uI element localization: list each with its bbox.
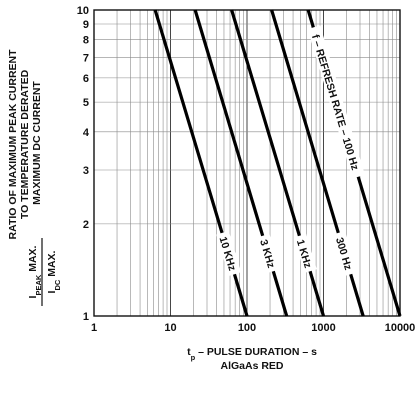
y-tick-label: 10 xyxy=(77,5,89,17)
y-axis-title: RATIO OF MAXIMUM PEAK CURRENT TO TEMPERA… xyxy=(7,47,43,240)
grid xyxy=(93,9,401,317)
curve-labels: 10 KHz 3 KHz 1 KHz 300 Hz xyxy=(216,230,358,276)
curve-label-background xyxy=(256,233,280,273)
y-tick-label: 3 xyxy=(83,165,89,177)
formula-numerator: IPEAK MAX. xyxy=(27,245,43,298)
y-tick-label: 2 xyxy=(83,219,89,231)
y-tick-label: 6 xyxy=(83,73,89,85)
curve-label: 3 KHz xyxy=(257,238,277,269)
curve-label-group: 10 KHz xyxy=(216,230,242,276)
x-tick-label: 10 xyxy=(164,322,176,334)
x-tick-label: 10000 xyxy=(385,322,416,334)
curve-label: 1 KHz xyxy=(294,238,314,269)
y-tick-label: 4 xyxy=(83,127,90,139)
x-tick-label: 1 xyxy=(91,322,97,334)
curve-label-background xyxy=(293,233,317,273)
y-tick-label: 5 xyxy=(83,97,89,109)
y-tick-label: 9 xyxy=(83,19,89,31)
curve-label-group: 3 KHz xyxy=(256,233,280,273)
formula-denominator: IDC MAX. xyxy=(46,250,62,293)
x-tick-labels: 1 10 100 1000 10000 xyxy=(91,322,415,334)
curves xyxy=(153,9,402,317)
curve-label-background xyxy=(216,230,242,276)
curve-label-group: 300 Hz xyxy=(332,230,358,276)
y-tick-labels: 1 2 3 4 5 6 7 8 9 10 xyxy=(77,5,90,323)
y-axis-title-line-1: RATIO OF MAXIMUM PEAK CURRENT xyxy=(7,49,19,240)
x-tick-label: 1000 xyxy=(311,322,335,334)
y-axis-title-line-2: TO TEMPERATURE DERATED xyxy=(19,69,31,219)
y-axis-title-line-3: MAXIMUM DC CURRENT xyxy=(31,81,43,205)
x-axis-title: tp – PULSE DURATION – s xyxy=(187,346,317,362)
curve-label-group: 1 KHz xyxy=(293,233,317,273)
y-tick-label: 8 xyxy=(83,35,89,47)
y-axis-formula: IPEAK MAX. IDC MAX. xyxy=(27,238,62,306)
curve-label-background xyxy=(332,230,358,276)
x-axis-subtitle: AlGaAs RED xyxy=(220,360,283,372)
y-tick-label: 1 xyxy=(83,311,89,323)
y-tick-label: 7 xyxy=(83,52,89,64)
x-tick-label: 100 xyxy=(238,322,256,334)
